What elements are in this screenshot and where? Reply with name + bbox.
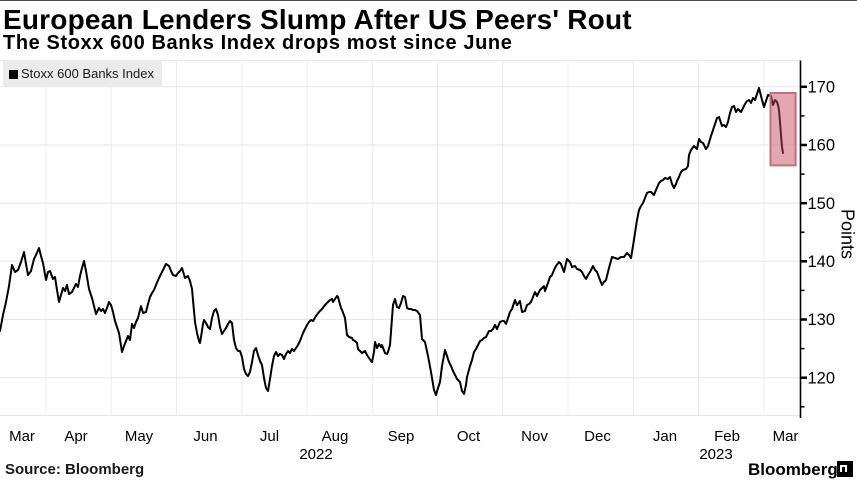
svg-text:Sep: Sep	[388, 428, 415, 445]
svg-text:Apr: Apr	[64, 428, 87, 445]
svg-text:130: 130	[808, 311, 836, 329]
svg-text:Feb: Feb	[714, 428, 740, 445]
svg-text:Nov: Nov	[521, 428, 548, 445]
svg-text:May: May	[125, 428, 154, 445]
svg-text:170: 170	[808, 79, 836, 97]
svg-text:Oct: Oct	[457, 428, 481, 445]
svg-text:140: 140	[808, 253, 836, 271]
svg-text:Aug: Aug	[322, 428, 349, 445]
svg-text:Dec: Dec	[584, 428, 611, 445]
svg-text:Jul: Jul	[260, 428, 279, 445]
svg-text:Mar: Mar	[9, 428, 35, 445]
svg-text:Points: Points	[838, 209, 857, 259]
svg-text:Jun: Jun	[193, 428, 217, 445]
svg-text:150: 150	[808, 195, 836, 213]
svg-text:Mar: Mar	[773, 428, 799, 445]
svg-text:Jan: Jan	[653, 428, 677, 445]
svg-text:160: 160	[808, 137, 836, 155]
svg-text:2022: 2022	[299, 446, 332, 463]
svg-text:2023: 2023	[699, 446, 732, 463]
svg-text:120: 120	[808, 369, 836, 387]
